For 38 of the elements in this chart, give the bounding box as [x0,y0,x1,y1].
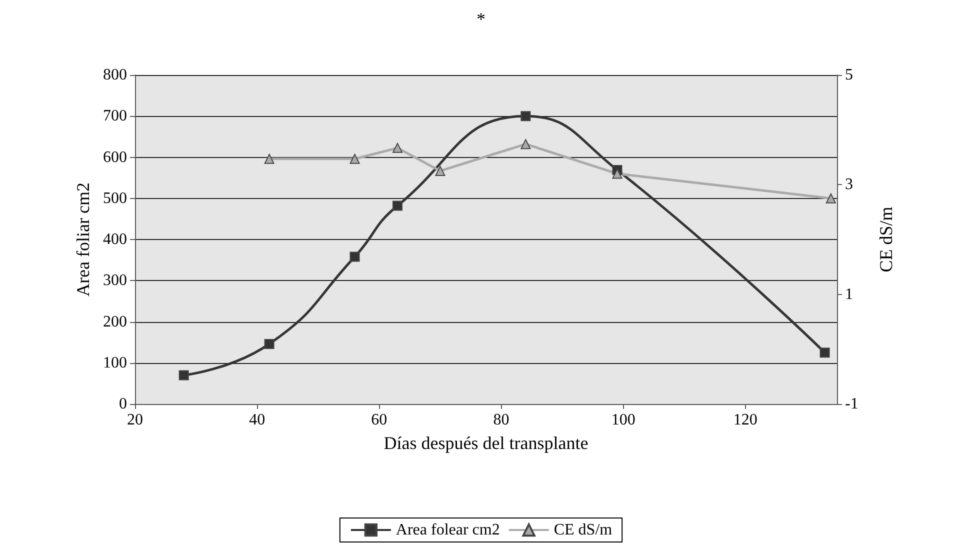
legend-label: Area folear cm2 [396,522,500,538]
x-tick-label: 120 [733,412,758,428]
point [435,166,446,176]
y-tick-label: 500 [103,190,127,207]
y-tick-label: 400 [103,231,127,248]
y2-axis-title: CE dS/m [876,206,896,272]
point [264,154,274,164]
x-tick-label: 80 [493,412,510,428]
x-tick-label: 40 [249,412,266,428]
x-tick-label: 100 [611,412,636,428]
y2-tick-label: 3 [845,176,853,194]
x-axis-title: Días después del transplante [384,433,588,453]
y-tick-label: 300 [103,272,127,290]
point [264,338,274,349]
y-tick-label: 100 [103,354,127,372]
point [520,139,531,150]
point [392,142,402,153]
point [350,252,360,262]
y-axis-title: Area foliar cm2 [73,182,94,296]
x-tick-label: 60 [371,412,388,428]
point [520,111,531,122]
legend-label: CE dS/m [554,522,613,538]
y-tick-label: 800 [103,66,127,84]
y-tick-label: 700 [103,108,127,125]
y2-tick-label: 5 [845,66,853,84]
point [178,370,189,380]
point [826,193,836,204]
point [820,348,830,358]
y2-tick-label: 1 [845,286,853,303]
y2-tick-label: -1 [845,396,858,412]
chart-title: * [476,9,486,29]
point [350,154,360,164]
x-tick-label: 20 [127,412,143,428]
y-tick-label: 600 [103,148,127,166]
y-tick-label: 200 [103,313,127,330]
point [392,200,402,211]
y-tick-label: 0 [119,396,127,412]
point [612,168,622,179]
